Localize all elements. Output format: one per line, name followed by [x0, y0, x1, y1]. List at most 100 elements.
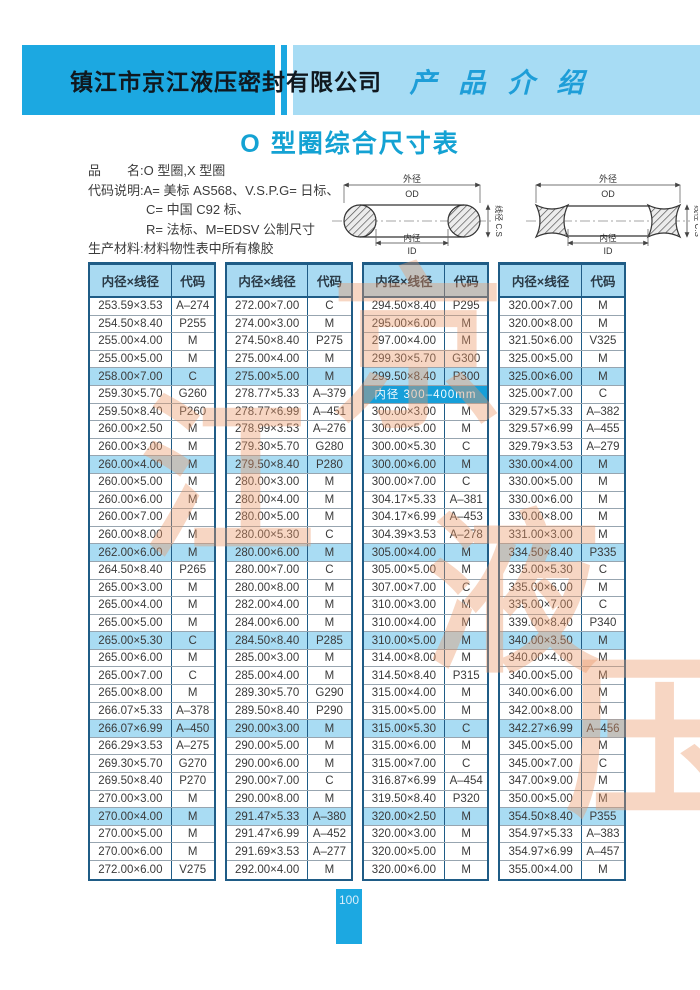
table-row: 330.00×8.00 M	[500, 509, 624, 527]
table-row: 310.00×5.00 M	[363, 632, 488, 650]
table-row: 325.00×6.00 M	[500, 368, 624, 386]
code-cell: M	[461, 564, 471, 577]
size-cell: 260.00×2.50	[90, 421, 172, 438]
size-cell: 279.50×8.40	[227, 456, 309, 473]
table-row: 329.57×6.99 A–455	[500, 421, 624, 439]
table-row: 335.00×6.00 M	[500, 579, 624, 598]
size-cell: 320.00×5.00	[364, 843, 446, 860]
size-cell: 320.00×3.00	[364, 825, 446, 843]
table-row: 259.30×5.70 G260	[90, 385, 214, 404]
code-cell: M	[324, 757, 335, 770]
code-cell: A–378	[176, 704, 210, 717]
code-cell: M	[598, 317, 608, 330]
table-row: 270.00×5.00 M	[90, 825, 214, 844]
code-cell: M	[187, 687, 198, 700]
table-row: 260.00×7.00 M	[90, 509, 214, 527]
table-row: 331.00×3.00 M	[500, 526, 624, 545]
table-row: 315.00×5.30 C	[363, 720, 488, 738]
table-row: 290.00×8.00 M	[226, 790, 351, 809]
code-cell: V275	[179, 863, 207, 876]
table-row: 315.00×4.00 M	[363, 685, 488, 703]
size-cell: 285.00×3.00	[227, 649, 309, 667]
code-cell: M	[324, 353, 335, 366]
code-cell: M	[598, 353, 608, 366]
table-row: 342.27×6.99 A–456	[500, 720, 624, 738]
table-row: 340.00×4.00 M	[500, 649, 624, 668]
code-cell: A–274	[176, 300, 210, 313]
code-cell: C	[462, 581, 471, 594]
size-cell: 350.00×5.00	[500, 790, 582, 808]
code-cell: P320	[452, 792, 480, 805]
cross-section-label: 线径 C.S	[494, 205, 504, 237]
size-cell: 266.07×6.99	[90, 720, 172, 737]
code-cell: P300	[452, 370, 480, 383]
code-cell: A–454	[449, 775, 483, 788]
size-cell: 330.00×5.00	[500, 473, 582, 491]
code-cell: G300	[452, 353, 481, 366]
table-row: 321.50×6.00 V325	[500, 333, 624, 351]
size-cell: 315.00×5.30	[364, 720, 446, 737]
code-cell: C	[188, 634, 197, 647]
table-row: 255.00×4.00 M	[90, 333, 214, 351]
size-cell: 265.00×4.00	[90, 597, 172, 614]
code-cell: M	[187, 792, 198, 805]
diagrams: 外径 OD 内径 ID 线径 C.S 外径 OD	[330, 172, 700, 261]
size-cell: 297.00×4.00	[364, 333, 446, 350]
header-band-left	[22, 45, 275, 115]
table-row: 280.00×5.30 C	[226, 526, 351, 545]
size-cell: 329.57×5.33	[500, 403, 582, 421]
code-cell: P295	[452, 300, 480, 313]
size-table-column: 内径×线径 代码 272.00×7.00 C 274.00×3.00 M 274.50×8.…	[224, 262, 353, 881]
table-row: 355.00×4.00 M	[500, 861, 624, 879]
code-cell: A–452	[312, 828, 347, 841]
size-cell: 342.27×6.99	[500, 720, 582, 737]
code-cell: M	[598, 634, 608, 647]
code-cell: A–278	[449, 529, 483, 542]
table-row: 280.00×3.00 M	[226, 473, 351, 492]
table-row: 265.00×8.00 M	[90, 685, 214, 703]
table-row: 280.00×7.00 C	[226, 561, 351, 580]
code-cell: G290	[315, 687, 344, 700]
size-cell: 292.00×4.00	[227, 861, 309, 879]
table-row: 291.69×3.53 A–277	[226, 843, 351, 861]
product-name-line: 品 名:O 型圈,X 型圈	[88, 163, 226, 178]
size-cell: 260.00×4.00	[90, 456, 172, 473]
code-cell: A–383	[586, 828, 620, 841]
size-cell: 265.00×8.00	[90, 685, 172, 702]
size-cell: 264.50×8.40	[90, 561, 172, 579]
code-cell: A–276	[312, 423, 347, 436]
table-row: 354.97×6.99 A–457	[500, 843, 624, 861]
size-cell: 259.30×5.70	[90, 385, 172, 403]
table-row: 307.00×7.00 C	[363, 579, 488, 598]
size-cell: 319.50×8.40	[364, 790, 446, 808]
code-cell: A–381	[449, 493, 483, 506]
code-cell: M	[187, 828, 198, 841]
table-row: 330.00×4.00 M	[500, 456, 624, 474]
size-cell: 320.00×2.50	[364, 808, 446, 825]
code-cell: C	[598, 564, 608, 577]
table-row: 253.59×3.53 A–274	[90, 298, 214, 316]
size-tables: 内径×线径 代码 253.59×3.53 A–274 254.50×8.40 P255 25…	[88, 262, 626, 881]
table-row: 265.00×6.00 M	[90, 649, 214, 668]
table-row: 335.00×7.00 C	[500, 597, 624, 615]
code-cell: M	[187, 529, 198, 542]
code-cell: C	[462, 476, 471, 489]
table-row: 297.00×4.00 M	[363, 333, 488, 351]
code-cell: M	[461, 599, 471, 612]
table-row: 300.00×5.30 C	[363, 438, 488, 457]
code-cell: C	[188, 370, 197, 383]
code-cell: G270	[178, 757, 207, 770]
table-row: 292.00×4.00 M	[227, 861, 351, 879]
size-cell: 278.77×6.99	[227, 403, 309, 421]
size-cell: 354.97×6.99	[500, 843, 582, 860]
size-cell: 325.00×7.00	[500, 385, 582, 403]
code-cell: M	[324, 722, 335, 735]
size-cell: 300.00×5.00	[364, 421, 446, 438]
table-row: 262.00×6.00 M	[90, 544, 214, 562]
column-header-code: 代码	[316, 275, 342, 289]
code-cell: C	[325, 529, 334, 542]
size-cell: 266.07×5.33	[90, 702, 172, 720]
code-cell: C	[462, 757, 471, 770]
size-cell: 280.00×7.00	[227, 561, 309, 579]
code-cell: M	[324, 476, 335, 489]
